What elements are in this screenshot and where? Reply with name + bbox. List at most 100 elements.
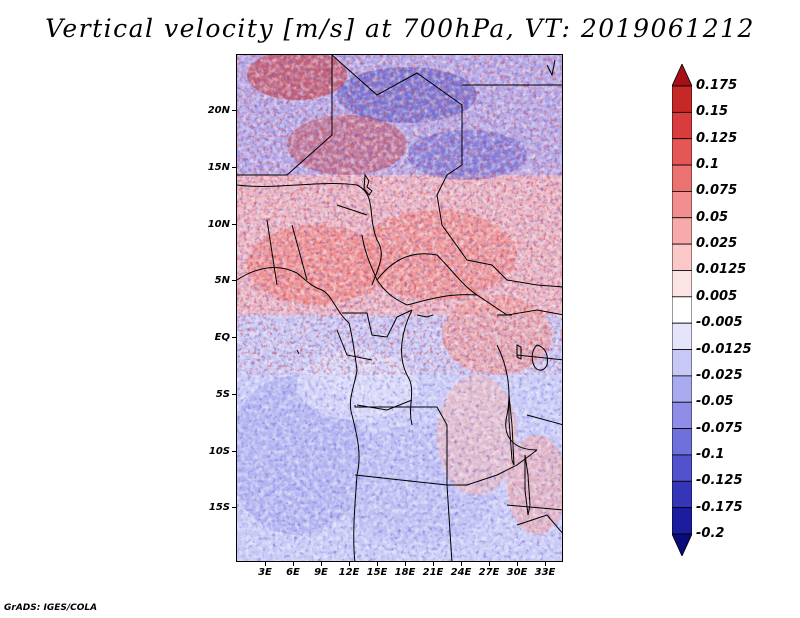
border — [496, 344, 538, 451]
lon-label-27e: 27E — [478, 567, 500, 578]
lon-label-12e: 12E — [338, 567, 360, 578]
lat-tick — [232, 167, 236, 168]
colorbar-label: 0.075 — [696, 183, 738, 199]
lon-tick — [517, 562, 518, 566]
border — [446, 484, 453, 561]
colorbar-label: -0.175 — [696, 499, 743, 515]
river — [416, 314, 434, 318]
lon-tick — [293, 562, 294, 566]
lon-tick — [489, 562, 490, 566]
lat-label-15n: 15N — [207, 162, 230, 173]
lon-label-24e: 24E — [450, 567, 472, 578]
border — [237, 183, 382, 286]
border — [436, 164, 562, 288]
lon-tick — [349, 562, 350, 566]
lat-label-15s: 15S — [208, 502, 230, 513]
colorbar-label: -0.005 — [696, 315, 743, 331]
lon-tick — [433, 562, 434, 566]
lon-tick — [461, 562, 462, 566]
lake-tanganyika — [508, 394, 515, 466]
colorbar-segment — [672, 217, 692, 245]
colorbar-top-triangle — [672, 64, 692, 87]
lat-label-5n: 5N — [214, 275, 230, 286]
lat-tick — [232, 224, 236, 225]
lat-tick — [232, 507, 236, 508]
colorbar-segment — [672, 349, 692, 377]
colorbar-segment — [672, 191, 692, 219]
border — [376, 253, 478, 296]
lake-albert — [516, 344, 522, 360]
lat-tick — [232, 337, 236, 338]
border — [516, 354, 562, 361]
lon-label-30e: 30E — [506, 567, 528, 578]
lon-tick — [377, 562, 378, 566]
colorbar-label: -0.05 — [696, 394, 734, 410]
lon-label-18e: 18E — [394, 567, 416, 578]
border — [266, 219, 278, 286]
colorbar-segment — [672, 454, 692, 482]
border — [336, 204, 368, 216]
colorbar-label: 0.1 — [696, 157, 720, 173]
border — [401, 309, 413, 426]
lat-tick — [232, 110, 236, 111]
colorbar-segment — [672, 428, 692, 456]
colorbar-label: 0.175 — [696, 78, 738, 93]
colorbar-bottom-triangle — [672, 533, 692, 556]
colorbar-segment — [672, 322, 692, 350]
colorbar-label: -0.075 — [696, 420, 743, 436]
colorbar-segment — [672, 375, 692, 403]
lon-label-3e: 3E — [258, 567, 272, 578]
map-plot-area — [236, 54, 563, 562]
lon-label-6e: 6E — [286, 567, 300, 578]
lon-label-9e: 9E — [314, 567, 328, 578]
lon-label-21e: 21E — [422, 567, 444, 578]
lakes — [296, 173, 548, 516]
colorbar-label: 0.0125 — [696, 262, 747, 278]
border — [237, 55, 333, 176]
lat-label-10s: 10S — [208, 446, 230, 457]
border — [506, 504, 562, 511]
colorbar-segment — [672, 138, 692, 166]
grads-credit: GrADS: IGES/COLA — [4, 603, 98, 613]
vertical-velocity-field — [237, 55, 562, 561]
colorbar-segment — [672, 507, 692, 535]
border — [342, 309, 413, 338]
border — [516, 514, 562, 534]
coastline — [546, 59, 556, 77]
colorbar-label: -0.125 — [696, 473, 743, 489]
colorbar — [672, 64, 692, 556]
lon-tick — [321, 562, 322, 566]
lon-label-15e: 15E — [366, 567, 388, 578]
lon-tick — [545, 562, 546, 566]
island — [296, 349, 300, 355]
colorbar-segment — [672, 480, 692, 509]
lat-tick — [232, 394, 236, 395]
colorbar-segment — [672, 164, 692, 192]
lat-label-20n: 20N — [207, 105, 230, 116]
colorbar-segment — [672, 401, 692, 429]
border — [406, 294, 562, 316]
lon-label-33e: 33E — [534, 567, 556, 578]
lat-label-eq: EQ — [214, 332, 230, 343]
colorbar-segment — [672, 243, 692, 271]
border — [331, 55, 463, 165]
field-texture — [237, 55, 562, 561]
border — [291, 224, 308, 281]
colorbar-label: -0.1 — [696, 446, 725, 462]
lat-label-5s: 5S — [215, 389, 230, 400]
colorbar-segment — [672, 85, 692, 113]
lon-tick — [265, 562, 266, 566]
colorbar-label: 0.05 — [696, 209, 729, 225]
colorbar-label: 0.15 — [696, 104, 729, 120]
colorbar-label: -0.2 — [696, 526, 725, 541]
lat-tick — [232, 451, 236, 452]
border — [354, 474, 448, 486]
lat-tick — [232, 280, 236, 281]
country-borders — [237, 55, 562, 561]
colorbar-segment — [672, 270, 692, 298]
colorbar-label: -0.0125 — [696, 341, 752, 357]
colorbar-segment — [672, 111, 692, 140]
chart-title: Vertical velocity [m/s] at 700hPa, VT: 2… — [45, 14, 755, 43]
border — [526, 414, 562, 425]
lat-label-10n: 10N — [207, 219, 230, 230]
